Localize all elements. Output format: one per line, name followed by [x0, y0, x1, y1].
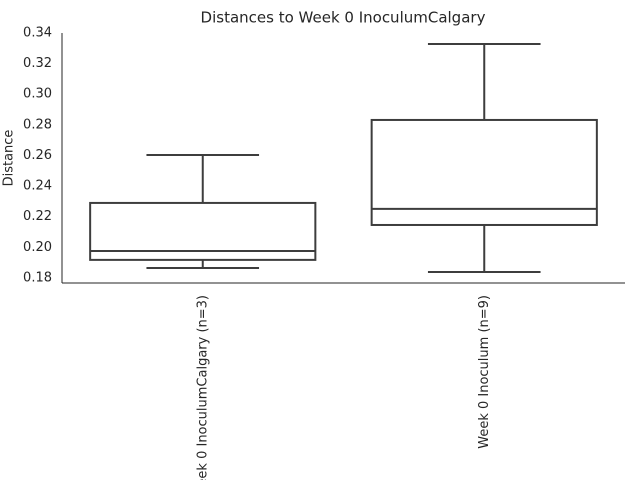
- y-axis-label: Distance: [2, 130, 17, 187]
- y-tick-label: 0.28: [23, 117, 52, 132]
- y-tick-label: 0.18: [23, 270, 52, 285]
- y-tick-label: 0.34: [23, 26, 52, 41]
- x-tick-label: Week 0 Inoculum (n=9): [477, 295, 492, 449]
- chart-title: Distances to Week 0 InoculumCalgary: [201, 9, 486, 27]
- y-tick-label: 0.30: [23, 87, 52, 102]
- x-tick-label: Week 0 InoculumCalgary (n=3): [195, 295, 210, 480]
- y-tick-label: 0.20: [23, 240, 52, 255]
- y-tick-label: 0.26: [23, 148, 52, 163]
- y-tick-label: 0.24: [23, 179, 52, 194]
- y-tick-label: 0.22: [23, 209, 52, 224]
- y-tick-label: 0.32: [23, 56, 52, 71]
- box: [370, 118, 598, 226]
